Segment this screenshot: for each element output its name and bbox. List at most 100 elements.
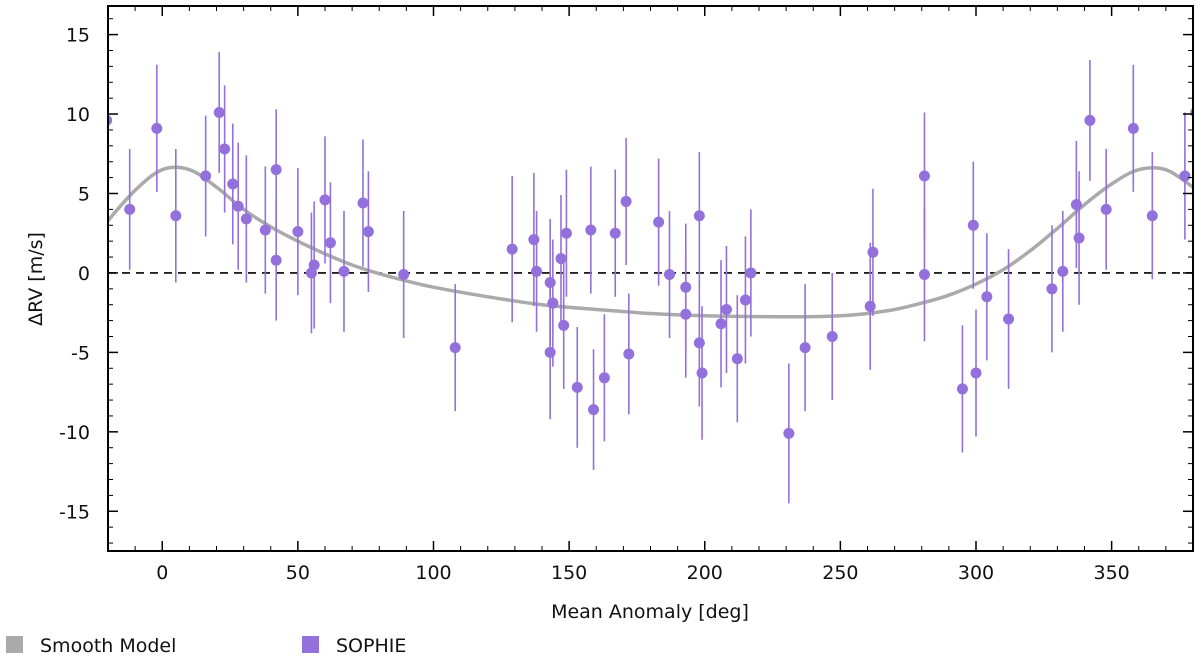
y-tick-label: -10 (59, 422, 90, 444)
sophie-point (338, 210, 350, 332)
sophie-point (449, 284, 461, 412)
sophie-point (1179, 112, 1191, 240)
y-tick-label: -15 (59, 501, 90, 523)
sophie-point (680, 250, 692, 378)
sophie-marker (200, 170, 212, 182)
sophie-marker (1127, 122, 1139, 134)
sophie-marker (219, 143, 231, 155)
x-axis-title: Mean Anomaly [deg] (551, 601, 749, 623)
sophie-point (1100, 149, 1112, 270)
sophie-point (308, 201, 320, 329)
sophie-marker (270, 254, 282, 266)
sophie-marker (653, 216, 665, 228)
sophie-marker (663, 269, 675, 281)
sophie-marker (270, 164, 282, 176)
plot-area (108, 6, 1193, 551)
sophie-marker (867, 246, 879, 258)
sophie-marker (292, 226, 304, 238)
sophie-marker (696, 367, 708, 379)
sophie-marker (1146, 210, 1158, 222)
y-tick-label: 0 (78, 263, 90, 285)
sophie-point (219, 85, 231, 213)
sophie-marker (967, 219, 979, 231)
sophie-point (170, 149, 182, 283)
sophie-point (357, 139, 369, 267)
sophie-point (693, 152, 705, 280)
x-tick-label: 0 (156, 562, 168, 584)
sophie-point (609, 169, 621, 297)
sophie-point (623, 293, 635, 415)
sophie-point (270, 199, 282, 321)
sophie-marker (555, 253, 567, 265)
x-tick-label: 100 (415, 562, 451, 584)
sophie-marker (1070, 199, 1082, 211)
sophie-marker (1057, 265, 1069, 277)
sophie-marker (623, 348, 635, 360)
sophie-marker (449, 342, 461, 354)
sophie-point (826, 272, 838, 401)
sophie-point (213, 52, 225, 173)
sophie-marker (970, 367, 982, 379)
sophie-marker (232, 200, 244, 212)
sophie-point (558, 261, 570, 389)
sophie-marker (308, 259, 320, 271)
sophie-marker (170, 210, 182, 222)
y-tick-label: -5 (71, 342, 90, 364)
sophie-marker (151, 122, 163, 134)
legend-label-smooth-model: Smooth Model (40, 635, 176, 657)
sophie-point (1057, 210, 1069, 332)
sophie-point (398, 210, 410, 339)
sophie-point (240, 155, 252, 283)
x-tick-label: 250 (822, 562, 858, 584)
sophie-point (799, 284, 811, 412)
sophie-marker (720, 303, 732, 315)
sophie-marker (357, 197, 369, 209)
sophie-marker (213, 106, 225, 118)
sophie-point (1046, 225, 1058, 353)
legend: Smooth Model SOPHIE (6, 635, 406, 657)
sophie-marker (1073, 232, 1085, 244)
sophie-point (783, 363, 795, 504)
sophie-point (571, 326, 583, 448)
sophie-marker (620, 195, 632, 207)
y-tick-label: 5 (78, 183, 90, 205)
sophie-point (696, 306, 708, 440)
sophie-point (720, 245, 732, 374)
sophie-point (259, 166, 271, 294)
x-tick-label: 350 (1093, 562, 1129, 584)
sophie-point (151, 64, 163, 192)
sophie-marker (558, 319, 570, 331)
sophie-marker (715, 318, 727, 330)
sophie-marker (560, 227, 572, 239)
sophie-point (1073, 171, 1085, 305)
sophie-point (560, 169, 572, 297)
sophie-marker (739, 294, 751, 306)
sophie-point (970, 309, 982, 437)
sophie-marker (324, 237, 336, 249)
sophie-point (588, 349, 600, 470)
legend-swatch-sophie (302, 636, 319, 653)
x-tick-label: 200 (687, 562, 723, 584)
sophie-marker (1084, 114, 1096, 126)
sophie-point (124, 149, 136, 270)
sophie-marker (259, 224, 271, 236)
sophie-marker (956, 383, 968, 395)
y-tick-label: 15 (66, 25, 90, 47)
sophie-marker (571, 381, 583, 393)
sophie-point (620, 137, 632, 265)
legend-swatch-smooth-model (6, 636, 23, 653)
sophie-marker (1179, 170, 1191, 182)
sophie-marker (227, 178, 239, 190)
sophie-marker (240, 213, 252, 225)
sophie-marker (362, 226, 374, 238)
sophie-point (324, 182, 336, 304)
sophie-point (653, 158, 665, 286)
sophie-point (292, 168, 304, 296)
sophie-marker (783, 427, 795, 439)
sophie-marker (1046, 283, 1058, 295)
sophie-point (232, 142, 244, 270)
sophie-marker (918, 269, 930, 281)
sophie-point (598, 314, 610, 442)
sophie-marker (609, 227, 621, 239)
y-tick-label: 10 (66, 104, 90, 126)
